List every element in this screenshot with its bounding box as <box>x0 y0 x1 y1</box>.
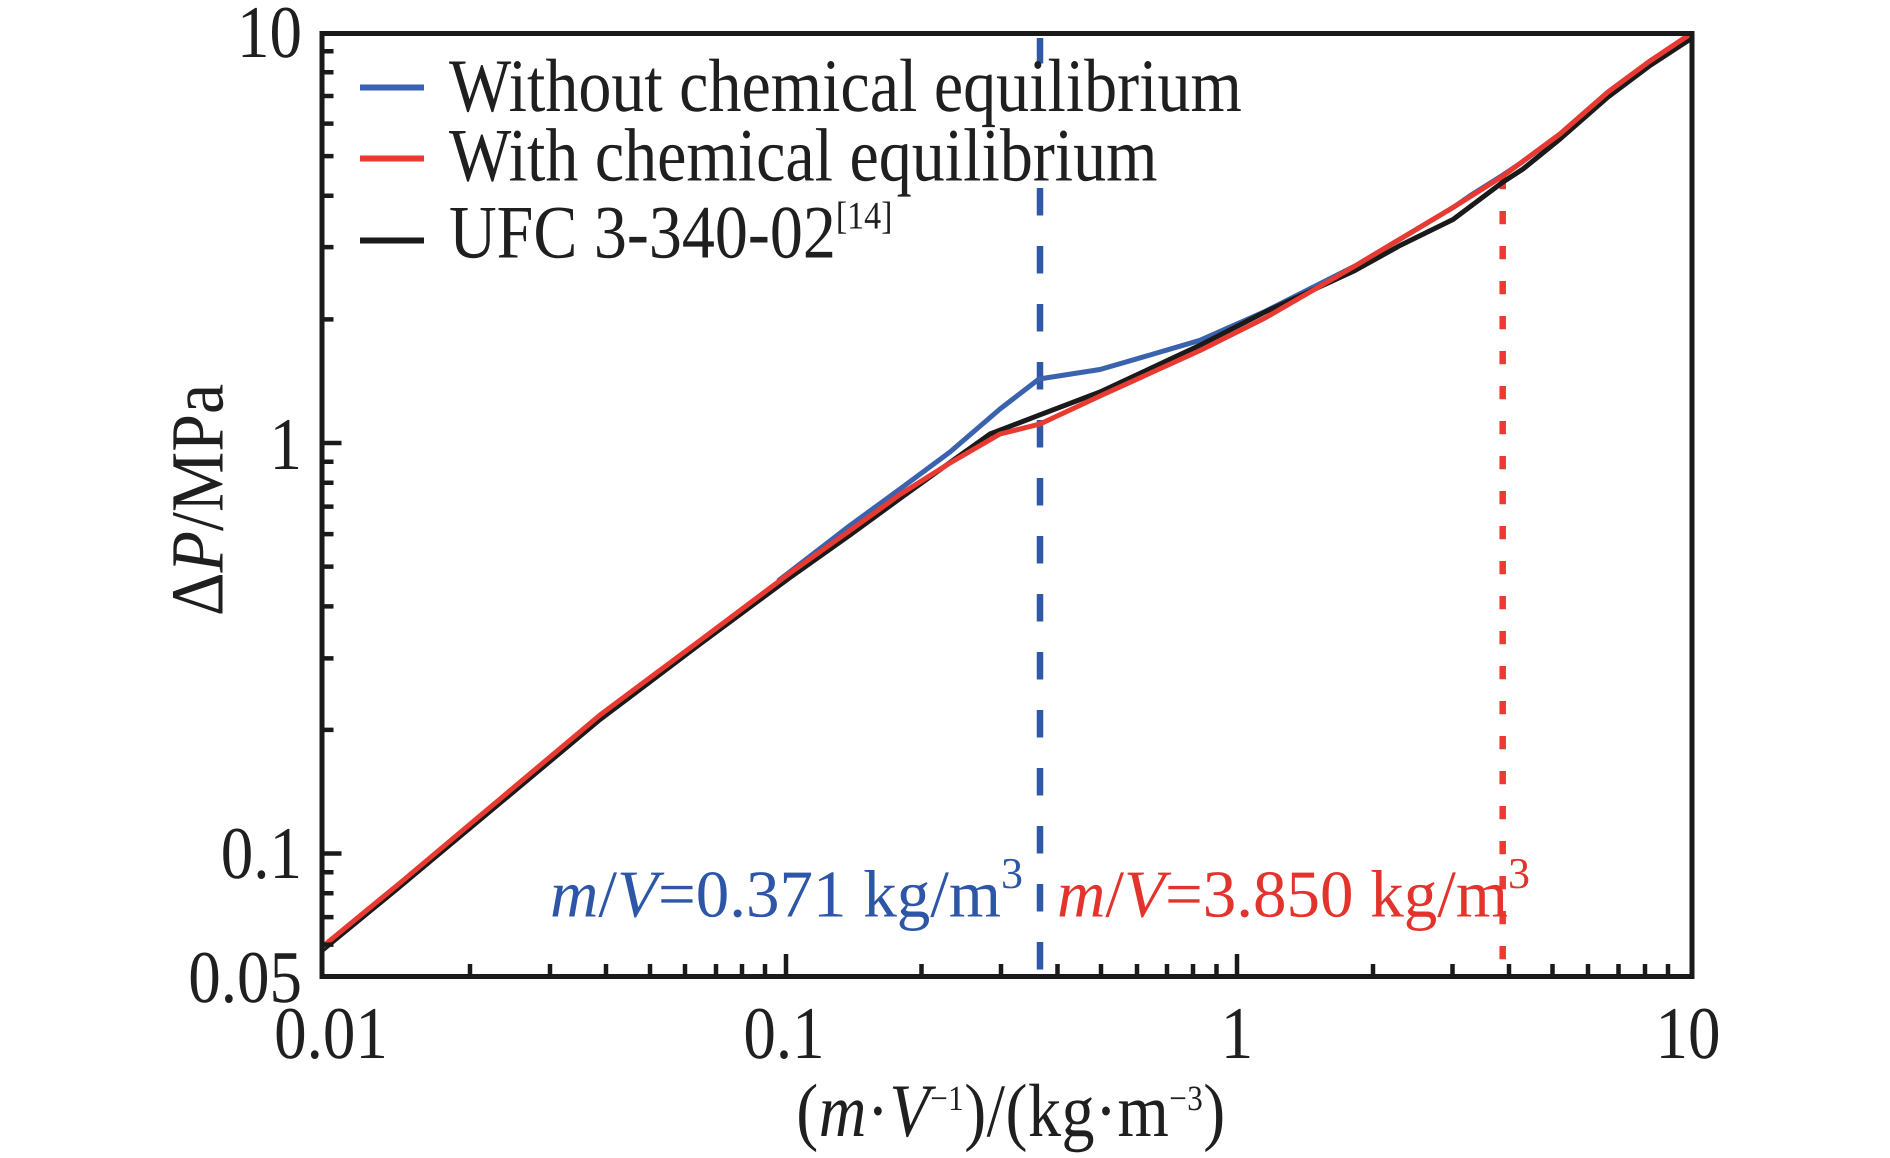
svg-text:(m·V−1)/(kg·m−3): (m·V−1)/(kg·m−3) <box>796 1070 1226 1154</box>
svg-text:1: 1 <box>270 404 303 486</box>
svg-text:0.1: 0.1 <box>221 813 302 895</box>
svg-text:m/V=0.371 kg/m3: m/V=0.371 kg/m3 <box>550 849 1023 932</box>
svg-text:0.1: 0.1 <box>743 993 824 1075</box>
svg-text:0.01: 0.01 <box>274 993 388 1075</box>
svg-text:m/V=3.850 kg/m3: m/V=3.850 kg/m3 <box>1057 849 1530 932</box>
svg-text:10: 10 <box>237 0 302 74</box>
svg-text:With chemical equilibrium: With chemical equilibrium <box>449 114 1157 198</box>
svg-text:10: 10 <box>1656 993 1721 1075</box>
svg-text:ΔP/MPa: ΔP/MPa <box>157 384 240 616</box>
svg-text:1: 1 <box>1221 993 1254 1075</box>
svg-text:Without chemical equilibrium: Without chemical equilibrium <box>449 45 1242 129</box>
svg-text:0.05: 0.05 <box>188 937 302 1019</box>
svg-text:UFC 3-340-02[14]: UFC 3-340-02[14] <box>449 191 893 275</box>
